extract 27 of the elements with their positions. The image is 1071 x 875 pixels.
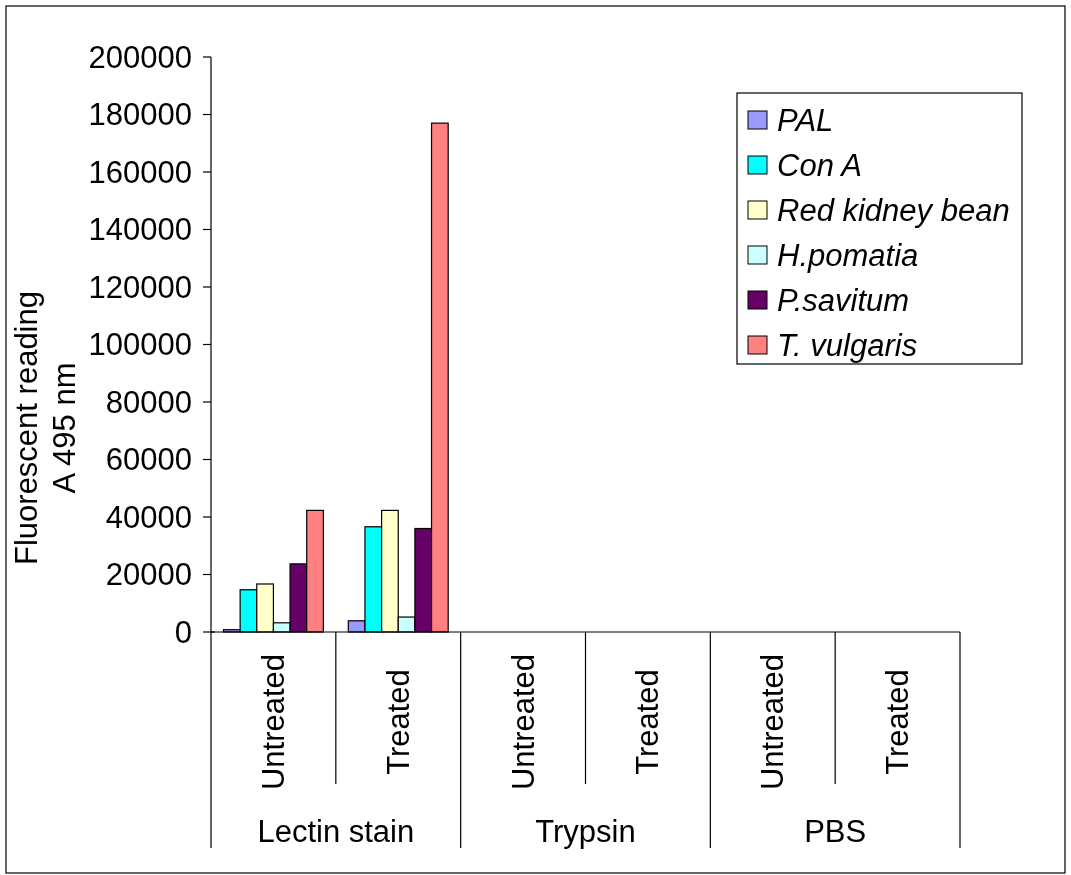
x-tick-label: Untreated [505, 653, 541, 791]
y-tick-label: 40000 [105, 499, 192, 535]
y-tick-label: 100000 [88, 327, 192, 362]
x-tick-label: Treated [630, 669, 666, 775]
y-tick-label: 0 [174, 614, 192, 650]
y-tick-label: 200000 [88, 39, 192, 75]
y-tick-label: 80000 [105, 384, 192, 420]
y-tick-label: 120000 [88, 269, 192, 305]
y-tick-label: 60000 [105, 442, 192, 477]
text: PBS [804, 814, 867, 849]
x-tick-label: Untreated [255, 653, 291, 791]
legend-label: H.pomatia [777, 237, 919, 273]
x-tick-label: Untreated [755, 653, 791, 791]
text: Trypsin [535, 814, 636, 849]
y-tick-label: 20000 [105, 557, 192, 592]
y-tick-label: 180000 [88, 97, 192, 132]
legend-label: T. vulgaris [777, 327, 918, 363]
text: Lectin stain [257, 814, 415, 849]
legend-label: PAL [777, 102, 834, 138]
y-tick-label: 140000 [88, 212, 192, 247]
x-tick-label: Treated [380, 669, 416, 775]
legend-label: Con A [777, 147, 863, 183]
y-tick-label: 160000 [88, 154, 192, 190]
y-axis-title: Fluorescent reading A 495 nm [9, 291, 82, 565]
x-tick-label: Treated [880, 669, 916, 775]
legend-label: P.savitum [777, 282, 910, 318]
legend-label: Red kidney bean [777, 192, 1010, 228]
